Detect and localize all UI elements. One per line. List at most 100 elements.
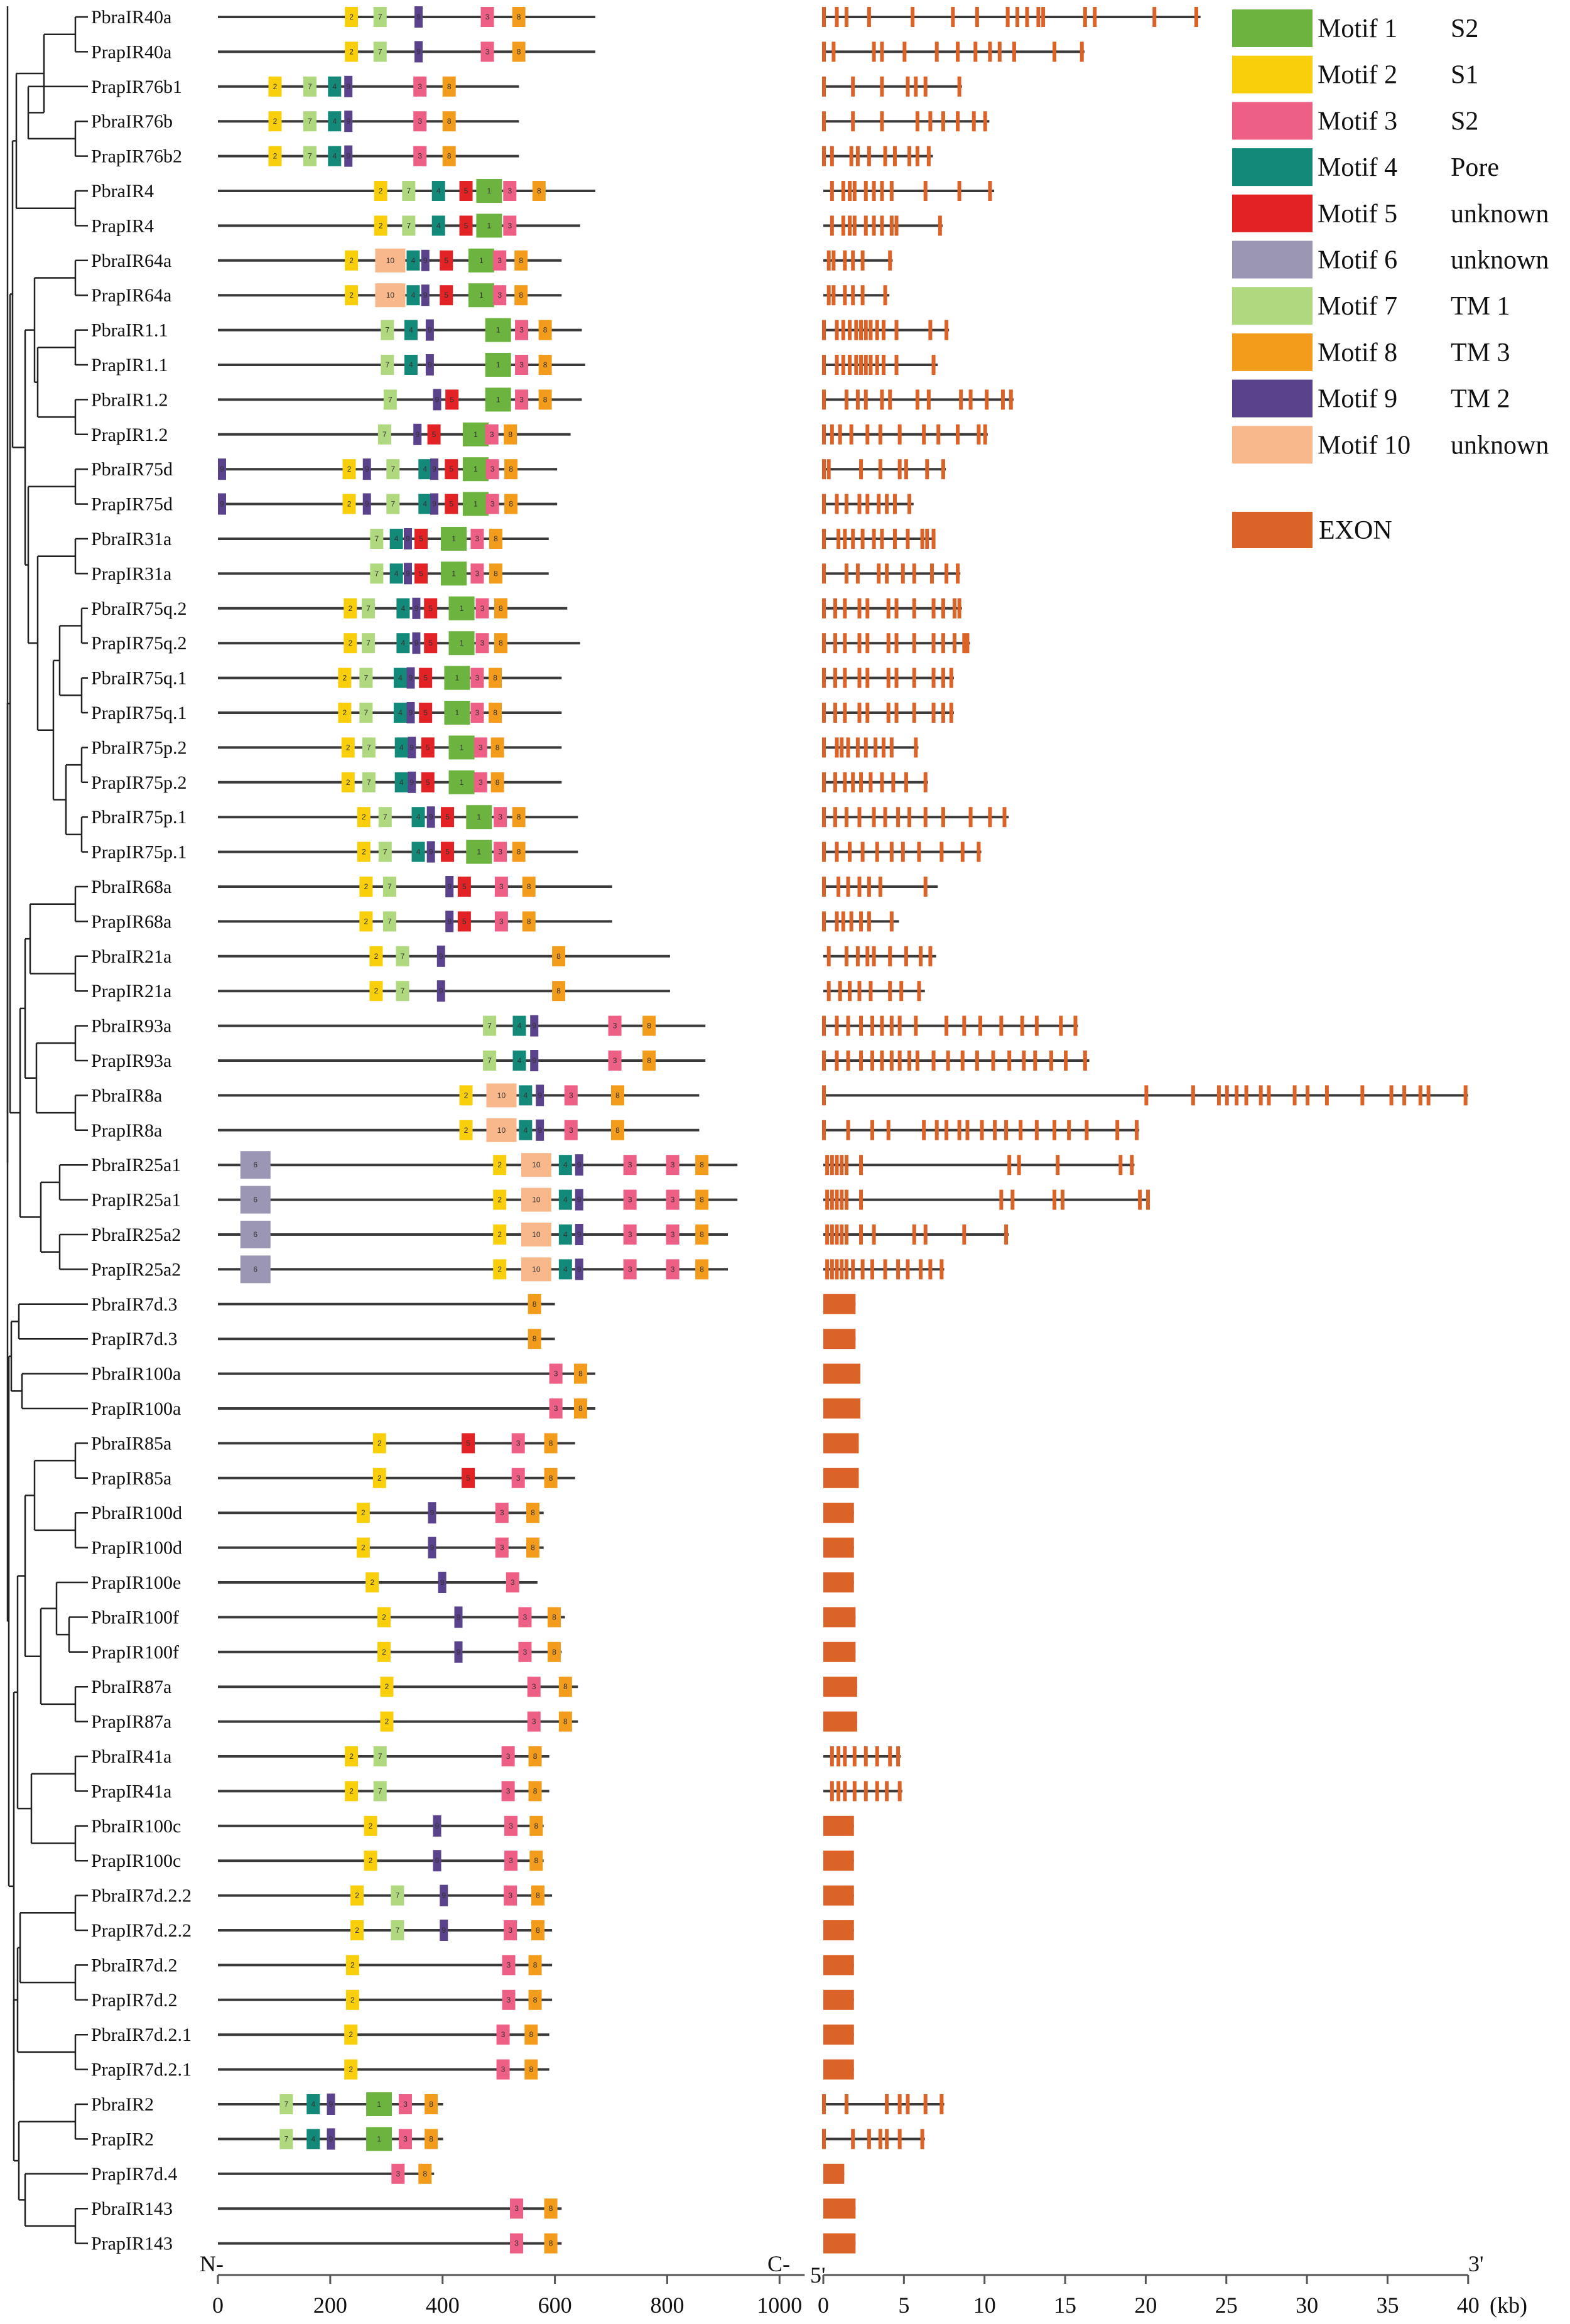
gene-structure-row: [823, 1711, 857, 1732]
motif-number: 6: [253, 1230, 257, 1239]
protein-axis-tick-label: 200: [313, 2293, 347, 2318]
exon: [835, 1155, 839, 1176]
motif-9-box: [430, 458, 439, 480]
motif-3-box: [413, 111, 427, 132]
motif-number: 9: [435, 1856, 440, 1865]
motif-3-box: [564, 1120, 578, 1140]
motif-7-box: [382, 911, 396, 932]
exon: [931, 355, 936, 375]
motif-7-box: [377, 424, 391, 445]
protein-row: PrapIR1.2 7 9 5 1 3 8: [91, 422, 571, 446]
motif-2-box: [344, 2059, 358, 2080]
gene-structure-row: [823, 1329, 856, 1349]
motif-number: 3: [499, 882, 504, 891]
exon: [857, 494, 862, 514]
exon: [822, 1015, 826, 1036]
motif-number: 4: [411, 256, 416, 265]
motif-2-box: [342, 459, 356, 480]
exon: [822, 355, 826, 375]
motif-7-box: [370, 529, 384, 549]
protein-axis-end-label: C-: [767, 2251, 790, 2276]
exon: [860, 841, 865, 862]
exon: [857, 807, 862, 828]
exon: [889, 1015, 894, 1036]
motif-number: 2: [377, 1439, 382, 1447]
exon: [988, 181, 992, 201]
exon: [906, 76, 910, 97]
gene-label: PbraIR4: [91, 181, 154, 202]
motif-number: 1: [479, 256, 484, 265]
motif-9-box: [412, 597, 421, 619]
exon: [889, 737, 894, 758]
protein-row: PbraIR7d.2.2 2 7 9 3 8: [91, 1884, 553, 1906]
protein-row: PbraIR100a 3 8: [91, 1363, 595, 1385]
gene-axis-end-label: 3': [1468, 2251, 1484, 2276]
motif-number: 8: [700, 1196, 704, 1204]
motif-2-box: [372, 1433, 386, 1454]
exon: [833, 772, 837, 792]
motif-8-box: [494, 598, 507, 619]
exon: [864, 320, 868, 340]
motif-number: 9: [430, 1543, 435, 1552]
exon: [869, 355, 873, 375]
gene-structure-row: [822, 2094, 945, 2114]
exon: [977, 424, 981, 445]
exon: [840, 1224, 844, 1245]
motif-5-box: [457, 911, 471, 932]
legend-motif-description: unknown: [1451, 431, 1549, 460]
motif-3-box: [510, 2233, 524, 2254]
exon: [914, 737, 918, 758]
motif-number: 9: [423, 256, 428, 265]
motif-9-box: [430, 493, 439, 515]
exon: [1463, 1085, 1468, 1106]
motif-10-box: [521, 1153, 551, 1177]
motif-9-box: [445, 876, 454, 897]
motif-number: 4: [416, 813, 421, 821]
gene-structure-row: [823, 1607, 856, 1628]
exon: [841, 181, 845, 201]
motif-number: 7: [366, 604, 371, 613]
motif-2-box: [342, 494, 356, 514]
motif-number: 8: [533, 1960, 538, 1969]
exon: [1145, 1189, 1150, 1210]
motif-2-box: [377, 1607, 391, 1628]
exon: [831, 285, 836, 306]
exon: [920, 2129, 924, 2149]
gene-label: PbraIR143: [91, 2198, 173, 2219]
exon: [880, 181, 884, 201]
gene-label: PbraIR68a: [91, 877, 171, 897]
motif-number: 3: [628, 1160, 632, 1169]
motif-4-box: [411, 841, 425, 862]
motif-number: 5: [449, 465, 453, 473]
gene-label: PrapIR64a: [91, 285, 171, 306]
protein-row: PrapIR41a 2 7 3 8: [91, 1781, 550, 1802]
motif-number: 4: [524, 1126, 528, 1135]
exon: [923, 76, 928, 97]
motif-number: 2: [350, 1996, 355, 2004]
exon: [852, 181, 857, 201]
protein-row: PrapIR31a 7 4 9 5 1 3 8: [91, 561, 549, 586]
motif-8-box: [528, 1746, 542, 1766]
motif-number: 9: [430, 1508, 435, 1517]
motif-number: 3: [519, 360, 524, 369]
exon: [880, 111, 884, 132]
motif-number: 2: [362, 813, 366, 821]
exon: [875, 355, 879, 375]
motif-number: 1: [496, 326, 501, 335]
motif-7-box: [378, 841, 392, 862]
exon: [852, 1746, 857, 1766]
exon: [886, 667, 891, 688]
motif-number: 2: [347, 500, 352, 509]
gene-label: PrapIR100a: [91, 1398, 181, 1419]
gene-label: PbraIR25a1: [91, 1155, 181, 1176]
motif-number: 2: [361, 1543, 365, 1552]
motif-9-box: [433, 389, 441, 411]
motif-4-box: [411, 807, 425, 828]
motif-number: 8: [527, 917, 531, 926]
protein-row: PrapIR143 3 8: [91, 2233, 562, 2254]
motif-number: 7: [391, 500, 395, 509]
exon: [1053, 41, 1057, 62]
motif-5-box: [424, 633, 438, 654]
gene-structure-row: [823, 1537, 854, 1558]
